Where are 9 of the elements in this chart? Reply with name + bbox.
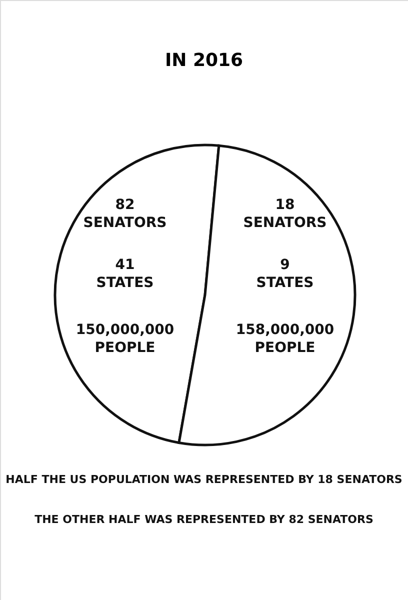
data-label: 158,000,000 PEOPLE	[236, 322, 334, 356]
text: THE OTHER HALF WAS REPRESENTED BY 82 SENATORS	[34, 513, 374, 526]
chart-title: IN 2016	[164, 50, 244, 71]
text: 41 STATES	[96, 257, 154, 291]
data-label: 150,000,000 PEOPLE	[76, 322, 174, 356]
slice-label: 82 SENATORS	[83, 197, 167, 231]
slice-label: 18 SENATORS	[243, 197, 327, 231]
text: HALF THE US POPULATION WAS REPRESENTED BY 18 SENATORS	[6, 473, 402, 486]
text: 9 STATES	[256, 257, 314, 291]
